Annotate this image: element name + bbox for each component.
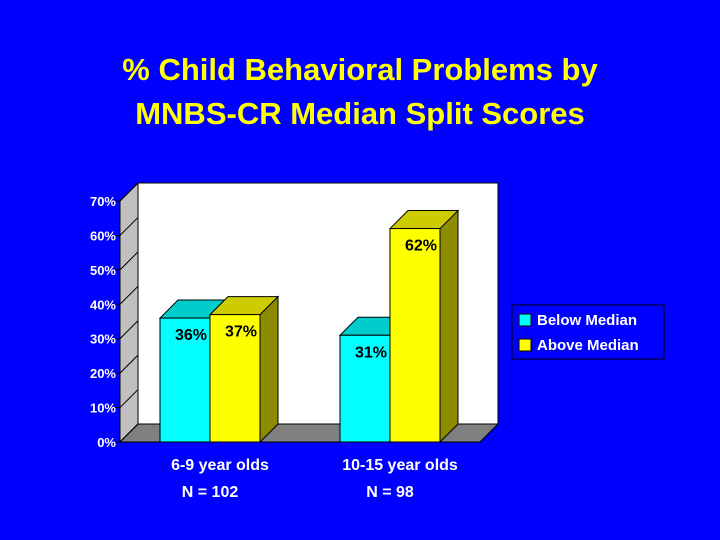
y-tick-depth [119,354,139,374]
legend-swatch [518,338,532,352]
chart-title-line-2: MNBS-CR Median Split Scores [135,96,585,131]
bar-front [209,314,261,443]
bar-side [439,209,459,444]
side-wall [119,181,139,444]
y-tick-depth [119,217,139,236]
data-label: 37% [225,324,257,341]
data-label: 36% [175,327,207,344]
bars: 36% 37% 31% 62% [158,209,460,444]
y-tick-depth [119,320,139,340]
y-tick-label: 10% [90,401,116,416]
bar-front [159,317,211,443]
y-tick-depth [119,423,139,443]
bar-above-median-6-9 [208,295,280,444]
x-axis: 6-9 year olds N = 102 10-15 year olds N = 9… [171,457,458,501]
y-tick-label: 70% [90,194,116,209]
y-tick-label: 0% [97,435,116,450]
x-category-label: 10-15 year olds [342,457,458,474]
y-tick-label: 50% [90,263,116,278]
legend-label: Below Median [537,312,637,329]
sample-size-label: N = 98 [366,484,414,501]
y-tick-depth [119,389,139,408]
sample-size-label: N = 102 [182,484,239,501]
y-tick-label: 40% [90,297,116,312]
data-label: 31% [355,344,387,361]
y-tick-label: 60% [90,228,116,243]
legend: Below Median Above Median [511,304,665,360]
bar-side [259,295,279,444]
x-category-label: 6-9 year olds [171,457,269,474]
bar-front [389,228,441,443]
y-axis: 0% 10% 20% 30% 40% 50% 60% 70% [90,182,139,450]
legend-box [511,304,665,360]
legend-swatch [518,313,532,327]
data-label: 62% [405,238,437,255]
y-tick-depth [119,285,139,305]
chart-title-line-1: % Child Behavioral Problems by [122,52,598,87]
y-tick-depth [119,182,139,202]
legend-label: Above Median [537,337,639,354]
y-tick-label: 20% [90,366,116,381]
y-tick-label: 30% [90,332,116,347]
y-tick-depth [119,251,139,271]
bar-above-median-10-15 [388,209,460,444]
